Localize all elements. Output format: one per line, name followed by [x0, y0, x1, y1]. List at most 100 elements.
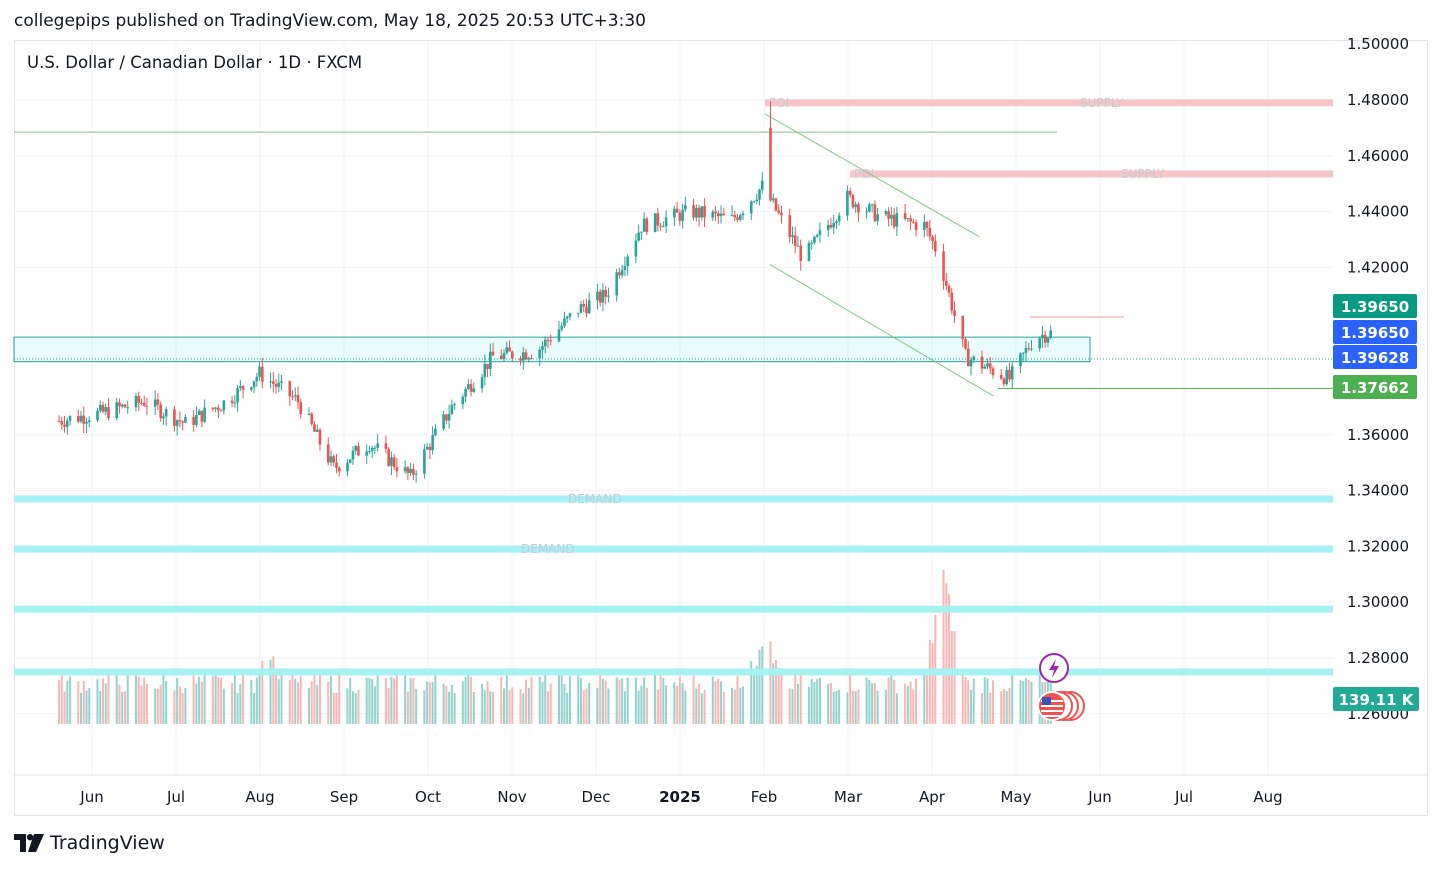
candle-body[interactable]	[755, 199, 759, 202]
candle-body[interactable]	[296, 395, 300, 403]
candle-body[interactable]	[623, 266, 627, 270]
candle-body[interactable]	[332, 456, 336, 463]
candle-body[interactable]	[63, 424, 66, 427]
candle-body[interactable]	[656, 213, 660, 226]
candle-body[interactable]	[700, 206, 704, 218]
candle-body[interactable]	[983, 366, 987, 369]
candle-body[interactable]	[585, 306, 588, 314]
candle-body[interactable]	[999, 375, 1003, 379]
candle-body[interactable]	[884, 211, 888, 215]
candle-body[interactable]	[376, 443, 379, 448]
candle-body[interactable]	[250, 387, 253, 390]
candle-body[interactable]	[892, 214, 896, 227]
candle-body[interactable]	[467, 384, 470, 389]
candle-body[interactable]	[211, 407, 215, 409]
candle-body[interactable]	[1049, 330, 1052, 338]
candle-body[interactable]	[1041, 334, 1044, 339]
candle-body[interactable]	[703, 206, 706, 218]
candle-body[interactable]	[409, 468, 412, 473]
candle-body[interactable]	[98, 404, 102, 411]
candle-body[interactable]	[299, 402, 303, 414]
candle-body[interactable]	[261, 366, 264, 382]
candle-body[interactable]	[293, 395, 297, 397]
candle-body[interactable]	[271, 381, 275, 385]
candle-body[interactable]	[546, 339, 550, 341]
candle-body[interactable]	[123, 404, 127, 408]
candle-body[interactable]	[120, 404, 124, 407]
candle-body[interactable]	[222, 400, 226, 411]
candle-body[interactable]	[230, 400, 234, 404]
candle-body[interactable]	[181, 421, 184, 423]
candle-body[interactable]	[365, 451, 368, 456]
candle-body[interactable]	[57, 420, 61, 422]
candle-body[interactable]	[684, 205, 687, 210]
candle-body[interactable]	[219, 410, 223, 412]
candle-body[interactable]	[678, 212, 682, 221]
candle-body[interactable]	[563, 318, 566, 327]
candle-body[interactable]	[1019, 353, 1022, 367]
candle-body[interactable]	[626, 256, 629, 267]
candle-body[interactable]	[162, 416, 165, 419]
candle-body[interactable]	[527, 358, 531, 360]
candle-body[interactable]	[140, 402, 143, 404]
candle-body[interactable]	[749, 201, 753, 214]
candle-body[interactable]	[909, 218, 912, 222]
candle-body[interactable]	[472, 388, 476, 392]
candle-body[interactable]	[403, 467, 407, 472]
candle-body[interactable]	[233, 402, 237, 404]
candle-body[interactable]	[192, 417, 195, 425]
candle-body[interactable]	[818, 230, 822, 235]
candle-body[interactable]	[197, 410, 201, 416]
candle-body[interactable]	[717, 213, 720, 217]
symbol-title[interactable]: U.S. Dollar / Canadian Dollar · 1D · FXC…	[27, 53, 363, 72]
candle-body[interactable]	[538, 349, 542, 359]
price-badge[interactable]: 1.39650	[1333, 294, 1417, 318]
candle-body[interactable]	[145, 405, 149, 407]
candle-body[interactable]	[980, 356, 984, 369]
candle-body[interactable]	[541, 346, 544, 350]
candle-body[interactable]	[280, 381, 283, 383]
candle-body[interactable]	[153, 399, 157, 407]
candle-body[interactable]	[950, 292, 954, 311]
candle-body[interactable]	[769, 127, 772, 201]
candle-body[interactable]	[387, 449, 390, 466]
candle-body[interactable]	[714, 211, 717, 214]
candle-body[interactable]	[815, 234, 819, 237]
candle-body[interactable]	[587, 300, 591, 314]
candle-body[interactable]	[505, 347, 509, 354]
candle-body[interactable]	[890, 214, 893, 219]
candle-body[interactable]	[184, 417, 187, 423]
candle-body[interactable]	[868, 204, 871, 212]
price-badge[interactable]: 1.37662	[1333, 375, 1417, 399]
candle-body[interactable]	[318, 429, 322, 445]
candle-body[interactable]	[752, 201, 756, 203]
candle-body[interactable]	[620, 269, 624, 276]
candle-body[interactable]	[722, 213, 726, 216]
candle-body[interactable]	[793, 235, 797, 247]
candle-body[interactable]	[214, 407, 217, 409]
candle-body[interactable]	[543, 339, 547, 347]
candle-body[interactable]	[491, 351, 495, 356]
candle-body[interactable]	[953, 310, 956, 316]
candle-body[interactable]	[173, 409, 176, 426]
candle-body[interactable]	[524, 352, 528, 360]
candle-body[interactable]	[640, 231, 643, 233]
candle-body[interactable]	[118, 402, 121, 407]
candle-body[interactable]	[368, 451, 371, 453]
candle-body[interactable]	[134, 395, 138, 408]
candle-body[interactable]	[483, 363, 487, 377]
candle-body[interactable]	[618, 272, 621, 276]
candle-body[interactable]	[719, 213, 723, 217]
candle-body[interactable]	[346, 462, 349, 472]
candle-body[interactable]	[252, 381, 256, 388]
candle-body[interactable]	[1027, 348, 1031, 350]
candle-body[interactable]	[530, 358, 533, 360]
candle-body[interactable]	[851, 194, 855, 208]
candle-body[interactable]	[85, 421, 88, 424]
candle-body[interactable]	[431, 435, 434, 451]
candle-body[interactable]	[445, 414, 448, 421]
candle-body[interactable]	[560, 326, 564, 330]
candle-body[interactable]	[788, 215, 792, 238]
candle-body[interactable]	[791, 235, 794, 238]
candle-body[interactable]	[903, 213, 907, 219]
